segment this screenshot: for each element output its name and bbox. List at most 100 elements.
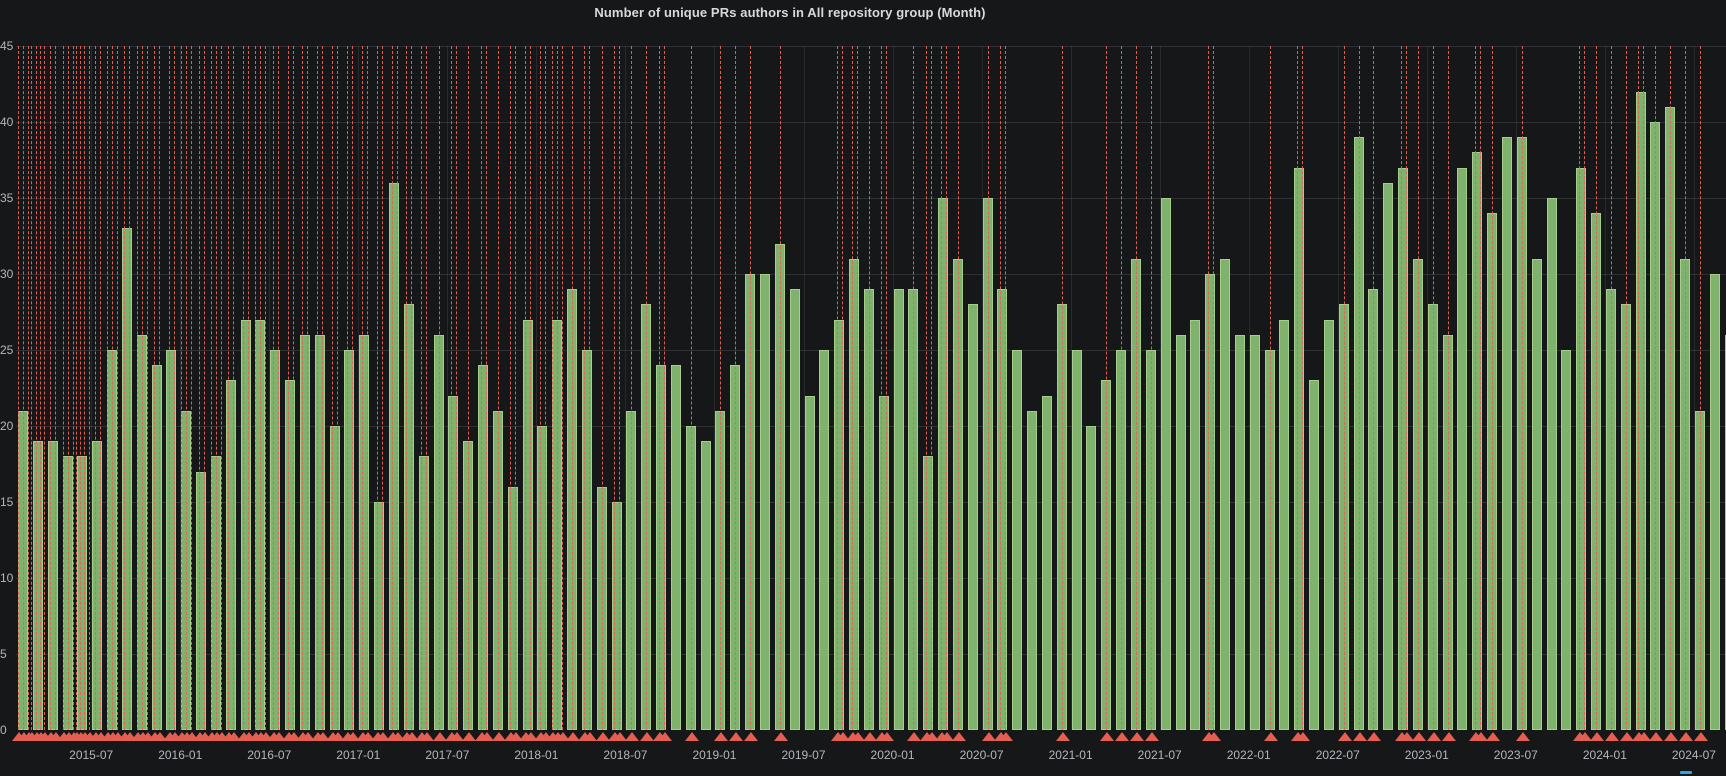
- annotation-marker-icon[interactable]: [1130, 732, 1144, 741]
- annotation-marker-icon[interactable]: [214, 732, 229, 741]
- annotation-marker-icon[interactable]: [1411, 732, 1426, 741]
- annotation-marker-icon[interactable]: [331, 732, 346, 741]
- bar-2022-05[interactable]: [1309, 380, 1320, 730]
- annotation-marker-icon[interactable]: [432, 732, 447, 741]
- bar-2017-04[interactable]: [403, 304, 414, 730]
- annotation-marker-icon[interactable]: [1515, 732, 1530, 741]
- bar-2016-08[interactable]: [285, 380, 296, 730]
- annotation-marker-icon[interactable]: [1367, 732, 1382, 741]
- bar-2019-10[interactable]: [849, 258, 860, 730]
- annotation-marker-icon[interactable]: [93, 732, 108, 741]
- annotation-marker-icon[interactable]: [301, 732, 316, 741]
- annotation-marker-icon[interactable]: [850, 732, 865, 741]
- annotation-marker-icon[interactable]: [924, 732, 939, 741]
- bar-2021-08[interactable]: [1175, 334, 1186, 730]
- bar-2017-01[interactable]: [359, 334, 370, 730]
- bar-2022-11[interactable]: [1398, 167, 1409, 730]
- bar-2023-09[interactable]: [1546, 198, 1557, 730]
- annotation-marker-icon[interactable]: [524, 732, 539, 741]
- bar-2019-07[interactable]: [804, 395, 815, 730]
- bar-2020-03[interactable]: [923, 456, 934, 730]
- bar-2022-03[interactable]: [1279, 319, 1290, 730]
- annotation-marker-icon[interactable]: [1664, 732, 1679, 741]
- annotation-marker-icon[interactable]: [259, 732, 274, 741]
- annotation-marker-icon[interactable]: [1679, 732, 1694, 741]
- annotation-marker-icon[interactable]: [981, 732, 996, 741]
- annotation-marker-icon[interactable]: [684, 732, 699, 741]
- annotation-marker-icon[interactable]: [111, 732, 126, 741]
- annotation-marker-icon[interactable]: [835, 732, 850, 741]
- bar-2021-01[interactable]: [1071, 350, 1082, 730]
- annotation-marker-icon[interactable]: [1295, 732, 1310, 741]
- bar-2017-09[interactable]: [478, 365, 489, 730]
- bar-2023-11[interactable]: [1576, 167, 1587, 730]
- annotation-marker-icon[interactable]: [390, 732, 405, 741]
- annotation-marker-icon[interactable]: [185, 732, 200, 741]
- annotation-marker-icon[interactable]: [1637, 732, 1652, 741]
- bar-2015-04[interactable]: [47, 441, 58, 730]
- bar-2017-05[interactable]: [418, 456, 429, 730]
- annotation-marker-icon[interactable]: [1590, 732, 1605, 741]
- annotation-marker-icon[interactable]: [1115, 732, 1130, 741]
- bar-2020-06[interactable]: [967, 304, 978, 730]
- annotation-marker-icon[interactable]: [405, 732, 420, 741]
- annotation-marker-icon[interactable]: [1473, 732, 1488, 741]
- annotation-marker-icon[interactable]: [1206, 732, 1221, 741]
- bar-2022-04[interactable]: [1294, 167, 1305, 730]
- annotation-marker-icon[interactable]: [449, 732, 464, 741]
- bar-2021-11[interactable]: [1220, 258, 1231, 730]
- annotation-marker-icon[interactable]: [1649, 732, 1664, 741]
- bar-2020-08[interactable]: [997, 289, 1008, 730]
- annotation-marker-icon[interactable]: [462, 732, 477, 741]
- annotation-marker-icon[interactable]: [744, 732, 759, 741]
- bar-2023-06[interactable]: [1502, 137, 1512, 730]
- bar-2015-11[interactable]: [151, 365, 162, 730]
- bar-2022-10[interactable]: [1383, 182, 1394, 730]
- bar-2021-09[interactable]: [1190, 319, 1201, 730]
- annotation-marker-icon[interactable]: [862, 732, 877, 741]
- annotation-marker-icon[interactable]: [271, 732, 286, 741]
- annotation-marker-icon[interactable]: [939, 732, 954, 741]
- bar-2016-02[interactable]: [196, 471, 207, 730]
- bar-2021-10[interactable]: [1205, 274, 1216, 730]
- annotation-marker-icon[interactable]: [286, 732, 301, 741]
- bar-2016-12[interactable]: [344, 350, 355, 730]
- annotation-marker-icon[interactable]: [1426, 732, 1441, 741]
- annotation-marker-icon[interactable]: [566, 732, 581, 741]
- bar-2017-07[interactable]: [448, 395, 459, 730]
- bar-2018-12[interactable]: [700, 441, 711, 730]
- annotation-marker-icon[interactable]: [1577, 732, 1592, 741]
- annotation-marker-icon[interactable]: [556, 732, 571, 741]
- annotation-marker-icon[interactable]: [153, 732, 168, 741]
- annotation-marker-icon[interactable]: [375, 732, 390, 741]
- bar-2024-08[interactable]: [1709, 274, 1720, 730]
- bar-2018-10[interactable]: [670, 365, 681, 730]
- annotation-marker-icon[interactable]: [420, 732, 435, 741]
- bar-2019-08[interactable]: [819, 350, 830, 730]
- annotation-marker-icon[interactable]: [227, 732, 242, 741]
- annotation-marker-icon[interactable]: [242, 732, 257, 741]
- bar-2018-06[interactable]: [611, 502, 622, 730]
- annotation-marker-icon[interactable]: [1144, 732, 1159, 741]
- bar-2019-04[interactable]: [760, 274, 770, 730]
- bar-2016-09[interactable]: [299, 334, 310, 730]
- annotation-marker-icon[interactable]: [1263, 732, 1278, 741]
- bar-2022-01[interactable]: [1249, 334, 1260, 730]
- annotation-marker-icon[interactable]: [1352, 732, 1367, 741]
- annotation-marker-icon[interactable]: [140, 732, 155, 741]
- annotation-marker-icon[interactable]: [1100, 732, 1115, 741]
- annotation-marker-icon[interactable]: [998, 732, 1013, 741]
- bar-2024-09[interactable]: [1724, 334, 1726, 730]
- bar-2020-01[interactable]: [893, 289, 904, 730]
- bar-2019-12[interactable]: [878, 395, 889, 730]
- bar-2017-03[interactable]: [389, 182, 399, 730]
- annotation-marker-icon[interactable]: [123, 732, 138, 741]
- annotation-marker-icon[interactable]: [1693, 732, 1708, 741]
- bar-2018-04[interactable]: [581, 350, 592, 730]
- annotation-marker-icon[interactable]: [1604, 732, 1619, 741]
- annotation-marker-icon[interactable]: [538, 732, 553, 741]
- bar-2017-02[interactable]: [374, 502, 385, 730]
- bar-2020-11[interactable]: [1041, 395, 1052, 730]
- bar-2019-06[interactable]: [789, 289, 800, 730]
- bar-2021-12[interactable]: [1234, 334, 1245, 730]
